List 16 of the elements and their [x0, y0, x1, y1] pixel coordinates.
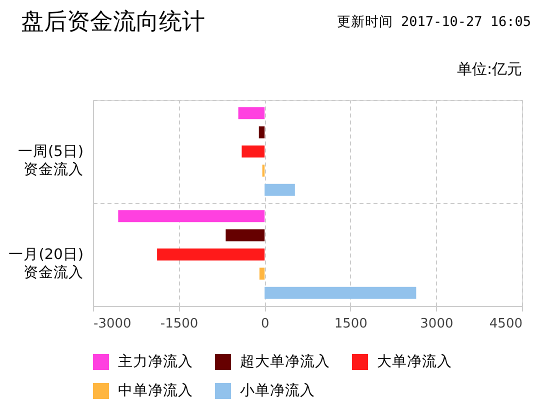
- legend-label: 大单净流入: [377, 353, 452, 370]
- chart-subtitle: 更新时间 2017-10-27 16:05: [336, 14, 531, 30]
- legend-label: 超大单净流入: [240, 353, 330, 370]
- legend-label: 主力净流入: [118, 353, 193, 370]
- chart-title: 盘后资金流向统计: [21, 9, 205, 35]
- x-tick-label: -1500: [160, 316, 198, 332]
- x-tick-label: -3000: [94, 316, 132, 332]
- legend-label: 小单净流入: [240, 382, 315, 399]
- x-tick-label: 4500: [489, 316, 522, 332]
- text: 单位:亿元: [456, 60, 522, 78]
- legend-label: 中单净流入: [118, 382, 193, 399]
- x-tick-label: 3000: [420, 316, 454, 332]
- y-tick-label: 一月(20日) 资金流入: [8, 247, 84, 281]
- y-tick-label: 一周(5日) 资金流入: [18, 144, 84, 178]
- x-tick-label: 0: [260, 316, 270, 332]
- x-tick-label: 1500: [334, 316, 368, 332]
